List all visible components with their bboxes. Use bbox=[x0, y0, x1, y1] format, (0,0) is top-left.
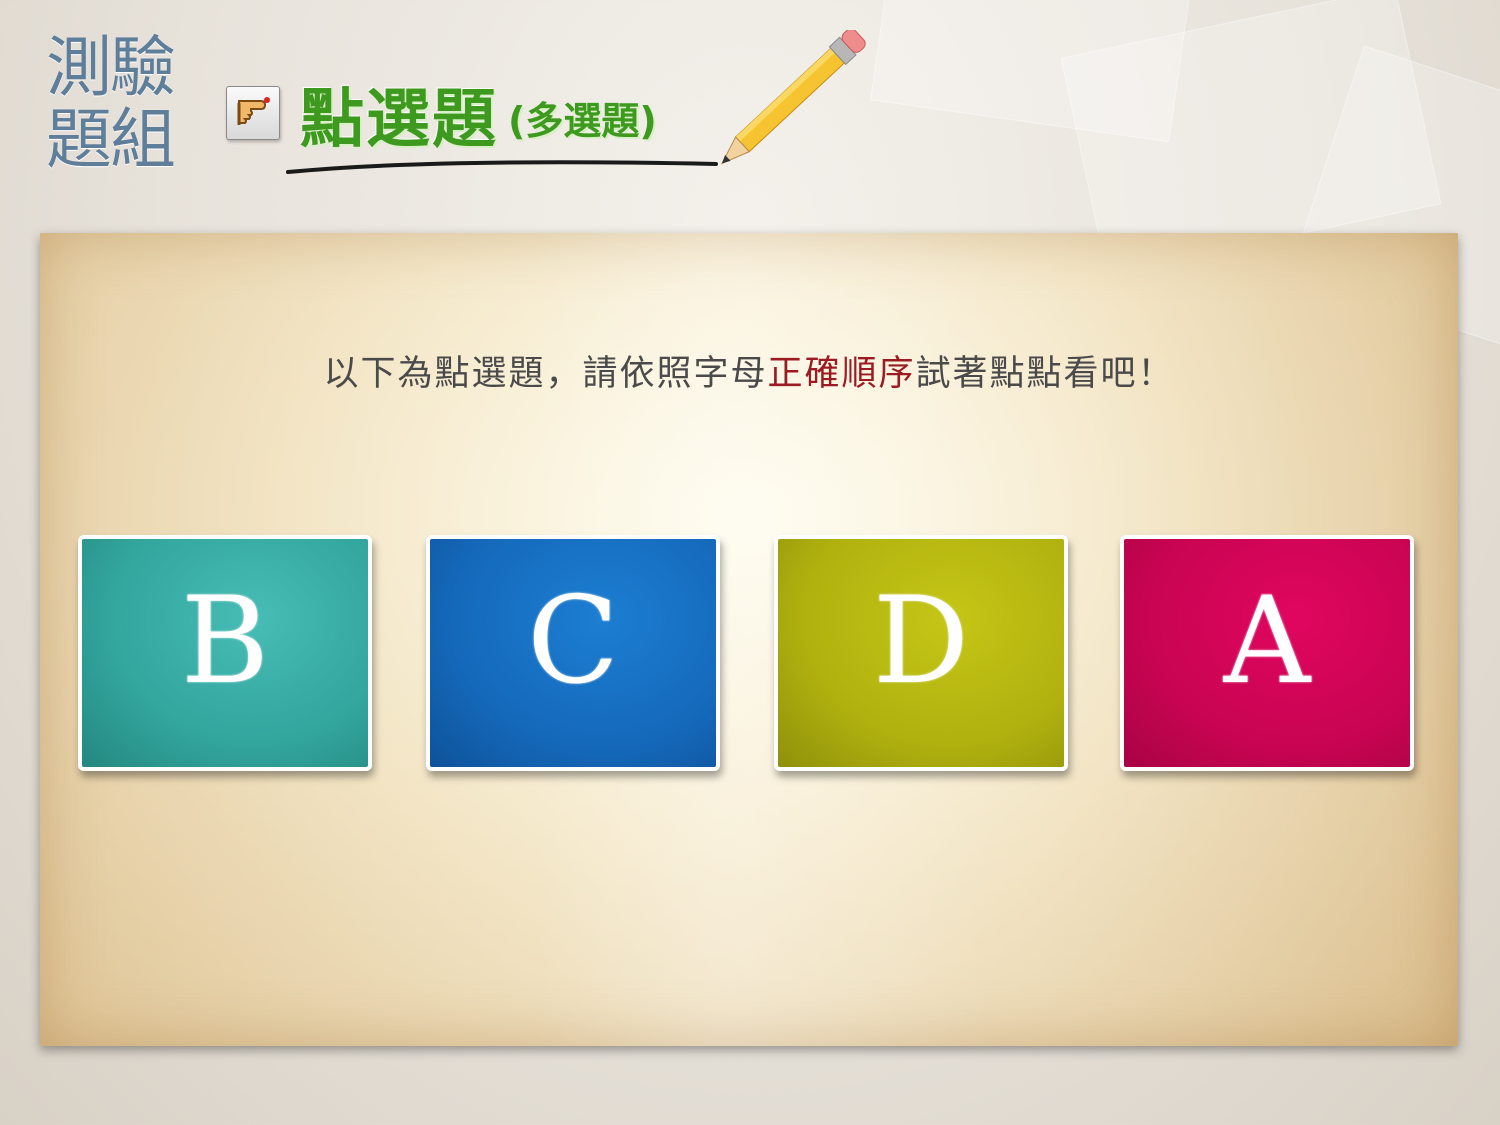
pointer-hand-icon bbox=[226, 86, 280, 140]
card-letter: B bbox=[180, 572, 270, 711]
instruction-after: 試著點點看吧！ bbox=[915, 354, 1175, 394]
card-letter: D bbox=[872, 572, 970, 711]
background-sheet bbox=[870, 0, 1192, 143]
answer-card-b[interactable]: B bbox=[78, 535, 372, 771]
instruction-text: 以下為點選題，請依照字母正確順序試著點點看吧！ bbox=[40, 345, 1458, 396]
page-title: 點選題 bbox=[300, 83, 498, 157]
answer-card-c[interactable]: C bbox=[426, 535, 720, 771]
section-title: 測驗題組 bbox=[46, 29, 176, 178]
page-subtitle: (多選題) bbox=[508, 99, 657, 143]
instruction-highlight: 正確順序 bbox=[767, 354, 916, 394]
answer-card-a[interactable]: A bbox=[1120, 535, 1414, 771]
card-letter: A bbox=[1223, 572, 1311, 711]
answer-card-d[interactable]: D bbox=[774, 535, 1068, 771]
card-letter: C bbox=[527, 572, 619, 711]
paper-panel: 以下為點選題，請依照字母正確順序試著點點看吧！ B C D A bbox=[40, 233, 1458, 1046]
title-underline bbox=[286, 160, 718, 174]
pencil-icon bbox=[720, 30, 866, 165]
instruction-before: 以下為點選題，請依照字母 bbox=[323, 354, 768, 394]
